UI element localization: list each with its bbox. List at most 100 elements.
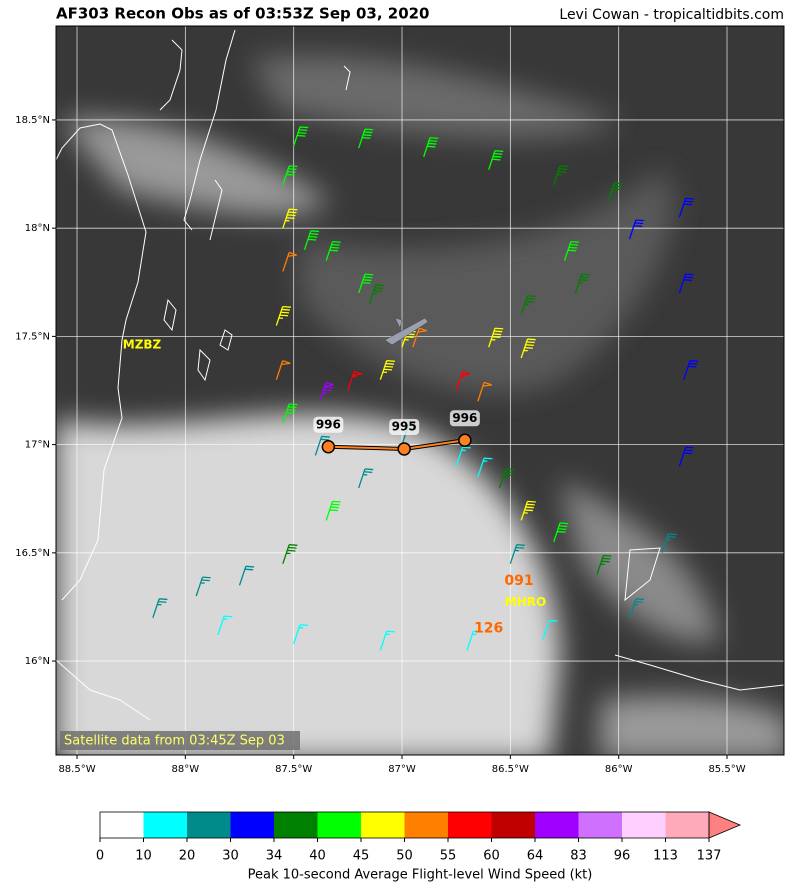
wind-barb <box>574 273 590 294</box>
colorbar-swatch <box>317 812 361 838</box>
colorbar-swatch <box>230 812 274 838</box>
obs-label: 995 <box>392 419 417 433</box>
station-value: 091 <box>504 573 533 589</box>
y-tick-label: 18°N <box>25 223 50 234</box>
wind-barb <box>195 576 211 597</box>
wind-barb <box>282 544 298 564</box>
wind-barb <box>379 360 395 380</box>
wind-barb <box>275 305 291 326</box>
title: AF303 Recon Obs as of 03:53Z Sep 03, 202… <box>56 5 430 23</box>
colorbar-tick-label: 30 <box>222 849 239 864</box>
wind-barb <box>628 598 645 618</box>
wind-barb <box>466 630 482 651</box>
cloud <box>600 696 784 755</box>
colorbar-tick-label: 55 <box>440 849 457 864</box>
map-frame <box>55 25 785 756</box>
obs-label: 996 <box>316 417 341 431</box>
colorbar-swatch <box>665 812 709 838</box>
wind-barb <box>542 619 558 640</box>
wind-barb <box>678 197 694 218</box>
colorbar-swatch <box>535 812 579 838</box>
colorbar-tick-label: 64 <box>527 849 544 864</box>
wind-barb <box>607 182 623 203</box>
wind-barb <box>282 403 298 424</box>
wind-barb <box>412 327 427 348</box>
wind-barb <box>683 360 699 380</box>
obs-point <box>397 442 411 456</box>
wind-barb <box>325 241 341 261</box>
wind-barb <box>661 533 677 554</box>
colorbar-swatch <box>361 812 405 838</box>
wind-barb <box>152 598 168 618</box>
wind-barb <box>477 381 492 402</box>
station-label: MZBZ <box>123 338 162 352</box>
wind-barb <box>520 338 536 359</box>
reef <box>197 348 211 382</box>
x-tick-label: 86.5°W <box>492 764 529 775</box>
colorbar-tick-label: 96 <box>614 849 631 864</box>
wind-barb <box>553 522 569 543</box>
reef <box>163 298 177 332</box>
wind-barb <box>596 554 612 575</box>
wind-barb <box>319 381 334 402</box>
station-value: 126 <box>474 621 503 637</box>
y-tick-label: 16.5°N <box>15 548 50 559</box>
wind-barb <box>282 165 298 186</box>
colorbar-tick-label: 34 <box>266 849 283 864</box>
station-label: MHRO <box>505 595 546 609</box>
colorbar-tick-label: 40 <box>309 849 326 864</box>
colorbar-swatch <box>404 812 448 838</box>
wind-barb <box>520 295 536 315</box>
colorbar-extend <box>708 811 742 839</box>
wind-barb <box>455 446 471 467</box>
wind-barb <box>520 500 536 521</box>
coast-north <box>159 39 183 111</box>
note-box <box>60 731 300 750</box>
cloud <box>56 413 560 755</box>
obs-point <box>458 433 472 448</box>
wind-barb <box>358 273 374 294</box>
bay-island <box>624 547 661 602</box>
x-tick-label: 88.5°W <box>58 764 95 775</box>
wind-barb <box>628 219 645 240</box>
aircraft-icon <box>384 317 429 346</box>
coast-cayes <box>183 29 236 231</box>
wind-barb <box>488 150 504 170</box>
coast-honduras <box>614 654 784 691</box>
credit: Levi Cowan - tropicaltidbits.com <box>559 7 784 23</box>
wind-barb <box>293 126 309 147</box>
wind-barb <box>553 165 569 186</box>
y-tick-label: 18.5°N <box>15 115 50 126</box>
obs-label: 996 <box>452 411 477 425</box>
colorbar-swatch <box>622 812 666 838</box>
x-tick-label: 87.5°W <box>275 764 312 775</box>
colorbar-tick-label: 45 <box>353 849 370 864</box>
colorbar-swatch <box>187 812 231 838</box>
cloud <box>560 480 720 642</box>
wind-barb <box>282 208 298 229</box>
colorbar-label: Peak 10-second Average Flight-level Wind… <box>248 868 593 883</box>
colorbar-tick-label: 10 <box>135 849 152 864</box>
y-tick-label: 17°N <box>25 440 50 451</box>
reef <box>219 329 233 351</box>
coastline <box>56 29 784 721</box>
y-tick-label: 16°N <box>25 656 50 667</box>
wind-barb <box>498 468 515 489</box>
obs-point <box>321 440 336 454</box>
colorbar-tick-label: 83 <box>570 849 587 864</box>
colorbar-swatch <box>100 812 144 838</box>
x-tick-label: 85.5°W <box>708 764 745 775</box>
wind-barb <box>477 457 493 478</box>
colorbar-tick-label: 20 <box>179 849 196 864</box>
wind-barb <box>314 435 330 456</box>
wind-barb <box>275 360 291 380</box>
islet <box>343 65 351 91</box>
colorbar: 0 10 20 30 34 40 45 50 55 60 64 83 96 113 137 <box>96 811 742 864</box>
x-tick-label: 88°W <box>172 764 200 775</box>
caye <box>209 179 223 241</box>
x-tick-label: 87°W <box>388 764 416 775</box>
wind-barb <box>379 630 395 651</box>
colorbar-swatch <box>448 812 492 838</box>
y-tick-label: 17.5°N <box>15 331 50 342</box>
